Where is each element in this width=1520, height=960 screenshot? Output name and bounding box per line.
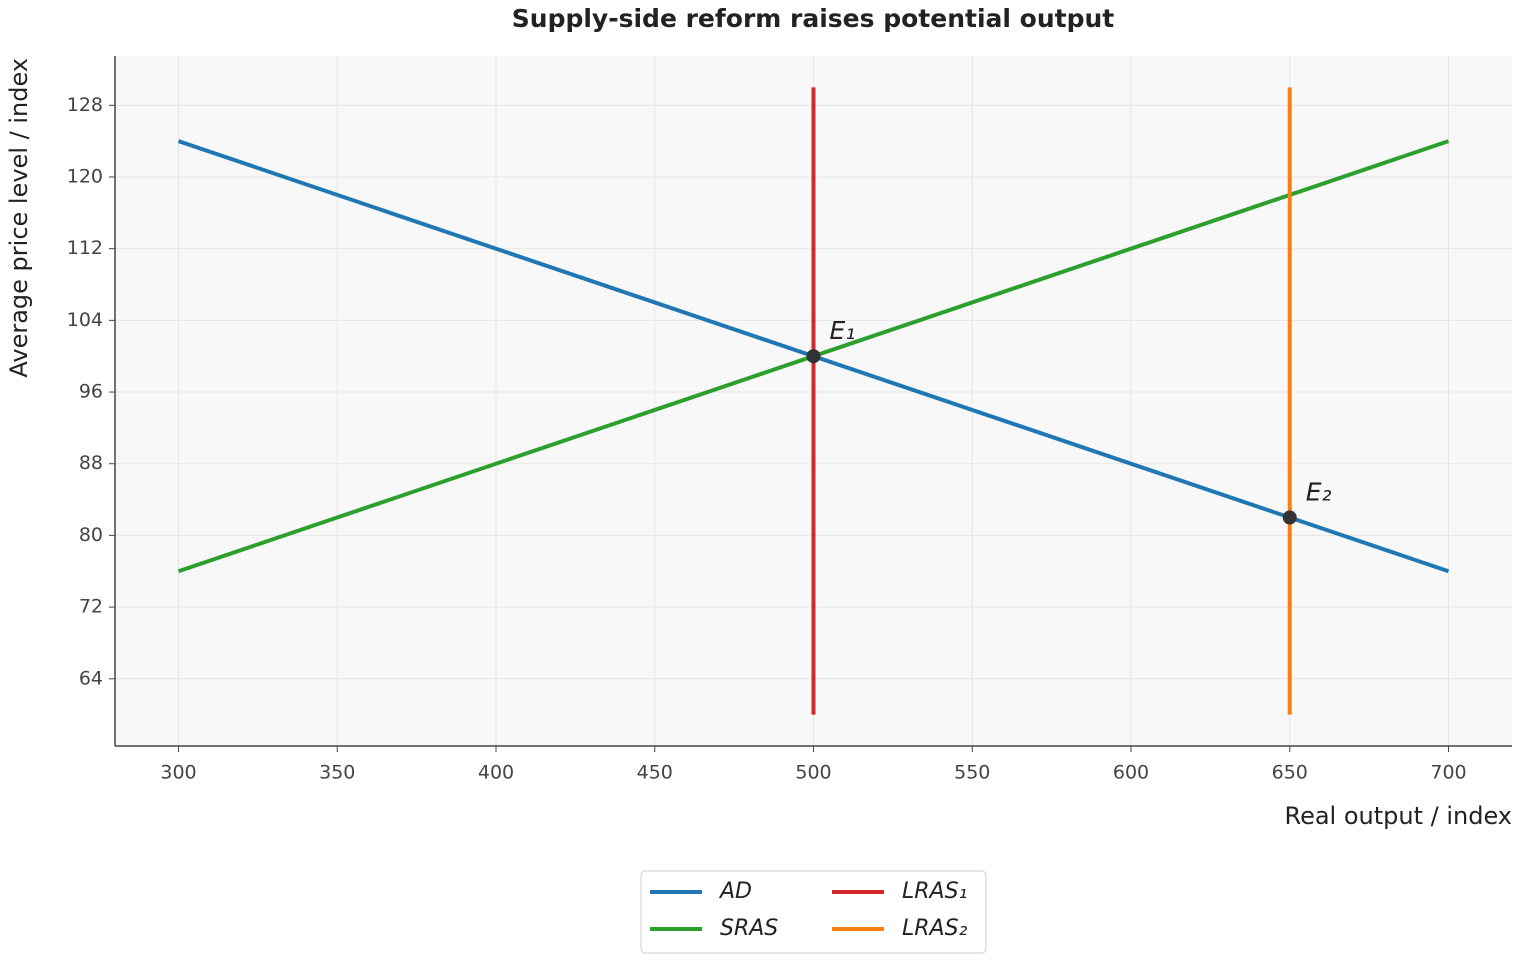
point-label: E₂ [1306, 477, 1332, 506]
y-tick-label: 88 [79, 452, 103, 474]
equilibrium-point [806, 349, 821, 364]
legend-label: SRAS [720, 916, 778, 941]
x-tick-label: 400 [478, 762, 514, 784]
legend-label: AD [718, 879, 752, 904]
point-label: E₁ [830, 316, 856, 345]
x-tick-label: 500 [795, 762, 831, 784]
y-tick-label: 72 [79, 596, 103, 618]
x-tick-label: 650 [1272, 762, 1308, 784]
x-axis-label: Real output / index [1284, 802, 1512, 830]
x-tick-label: 600 [1113, 762, 1149, 784]
equilibrium-point [1282, 510, 1297, 525]
y-tick-label: 96 [79, 381, 103, 403]
chart-title: Supply-side reform raises potential outp… [512, 4, 1115, 33]
y-tick-label: 64 [79, 667, 103, 689]
legend: AD SRAS LRAS₁ LRAS₂ [640, 870, 987, 954]
legend-label: LRAS₁ [902, 879, 967, 904]
y-tick-label: 112 [67, 237, 103, 259]
x-tick-label: 700 [1430, 762, 1466, 784]
x-tick-label: 300 [160, 762, 196, 784]
y-tick-label: 80 [79, 524, 103, 546]
x-tick-label: 350 [319, 762, 355, 784]
y-axis-label: Average price level / index [5, 58, 33, 378]
legend-label: LRAS₂ [902, 916, 968, 941]
legend-box [640, 870, 987, 954]
x-tick-label: 550 [954, 762, 990, 784]
y-tick-label: 104 [67, 309, 103, 331]
x-tick-label: 450 [637, 762, 673, 784]
y-tick-label: 128 [67, 94, 103, 116]
y-tick-label: 120 [67, 165, 103, 187]
